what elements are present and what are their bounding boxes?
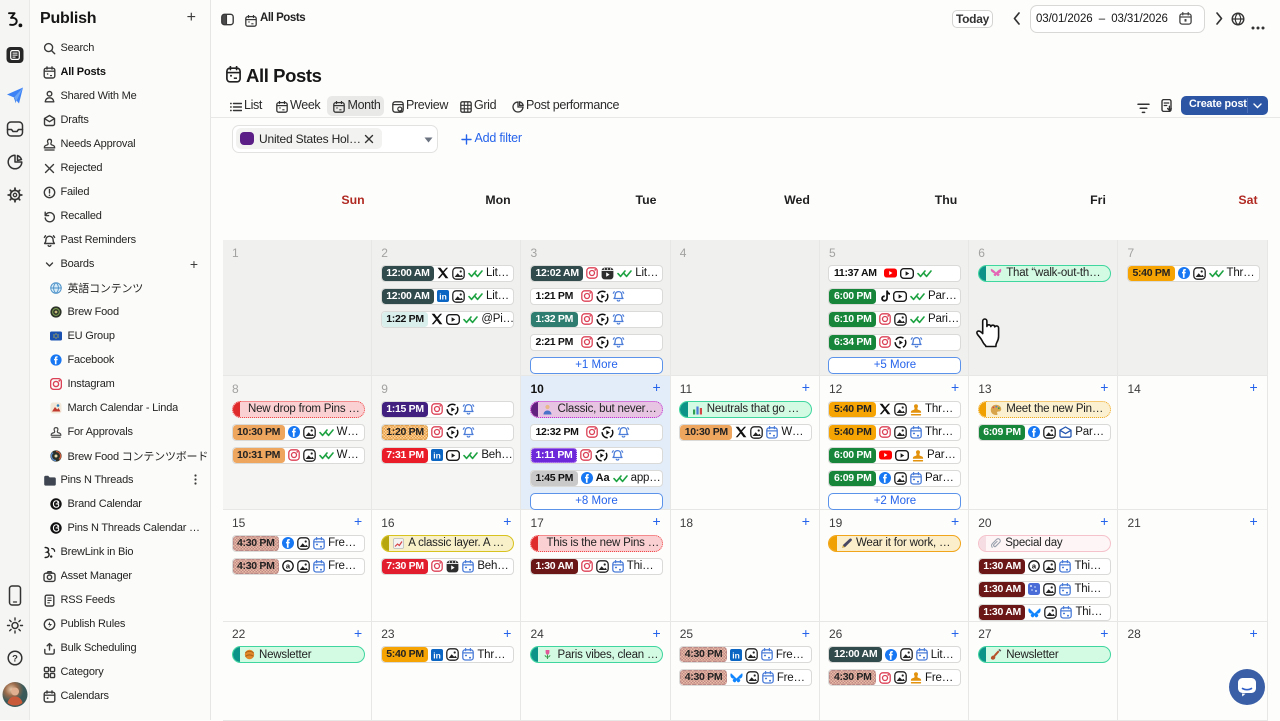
svg-text:a: a <box>1032 562 1037 571</box>
svg-text:a: a <box>286 562 291 571</box>
svg-text:in: in <box>439 291 447 301</box>
svg-text:in: in <box>434 650 442 660</box>
svg-text:in: in <box>732 650 740 660</box>
svg-text:?: ? <box>12 653 18 664</box>
svg-text:in: in <box>434 450 442 460</box>
